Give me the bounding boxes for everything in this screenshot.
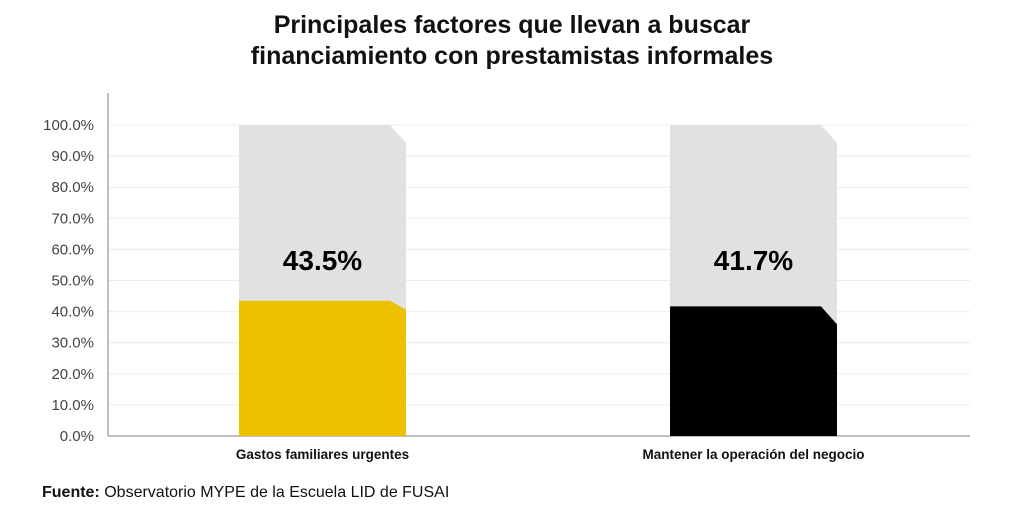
x-tick-label: Mantener la operación del negocio bbox=[642, 447, 864, 462]
data-label: 41.7% bbox=[714, 245, 793, 276]
x-tick-label: Gastos familiares urgentes bbox=[236, 447, 409, 462]
bar bbox=[239, 300, 406, 436]
source-label: Fuente: bbox=[42, 484, 100, 501]
source-text: Observatorio MYPE de la Escuela LID de F… bbox=[104, 484, 450, 501]
y-tick-label: 20.0% bbox=[51, 366, 94, 383]
chart-title-line-2: financiamiento con prestamistas informal… bbox=[250, 42, 774, 70]
y-tick-label: 10.0% bbox=[51, 397, 94, 414]
y-tick-label: 0.0% bbox=[60, 428, 94, 445]
y-tick-label: 100.0% bbox=[43, 117, 94, 134]
y-tick-label: 50.0% bbox=[51, 273, 94, 290]
y-tick-label: 30.0% bbox=[51, 335, 94, 352]
data-label: 43.5% bbox=[283, 245, 362, 276]
chart-title-line-1: Principales factores que llevan a buscar bbox=[273, 11, 751, 39]
bar bbox=[670, 306, 837, 436]
y-tick-label: 90.0% bbox=[51, 148, 94, 165]
y-tick-label: 70.0% bbox=[51, 210, 94, 227]
chart-title: Principales factores que llevan a buscar… bbox=[0, 10, 1024, 72]
y-tick-label: 60.0% bbox=[51, 241, 94, 258]
source-note: Fuente: Observatorio MYPE de la Escuela … bbox=[42, 484, 449, 502]
y-tick-label: 40.0% bbox=[51, 304, 94, 321]
y-tick-label: 80.0% bbox=[51, 179, 94, 196]
